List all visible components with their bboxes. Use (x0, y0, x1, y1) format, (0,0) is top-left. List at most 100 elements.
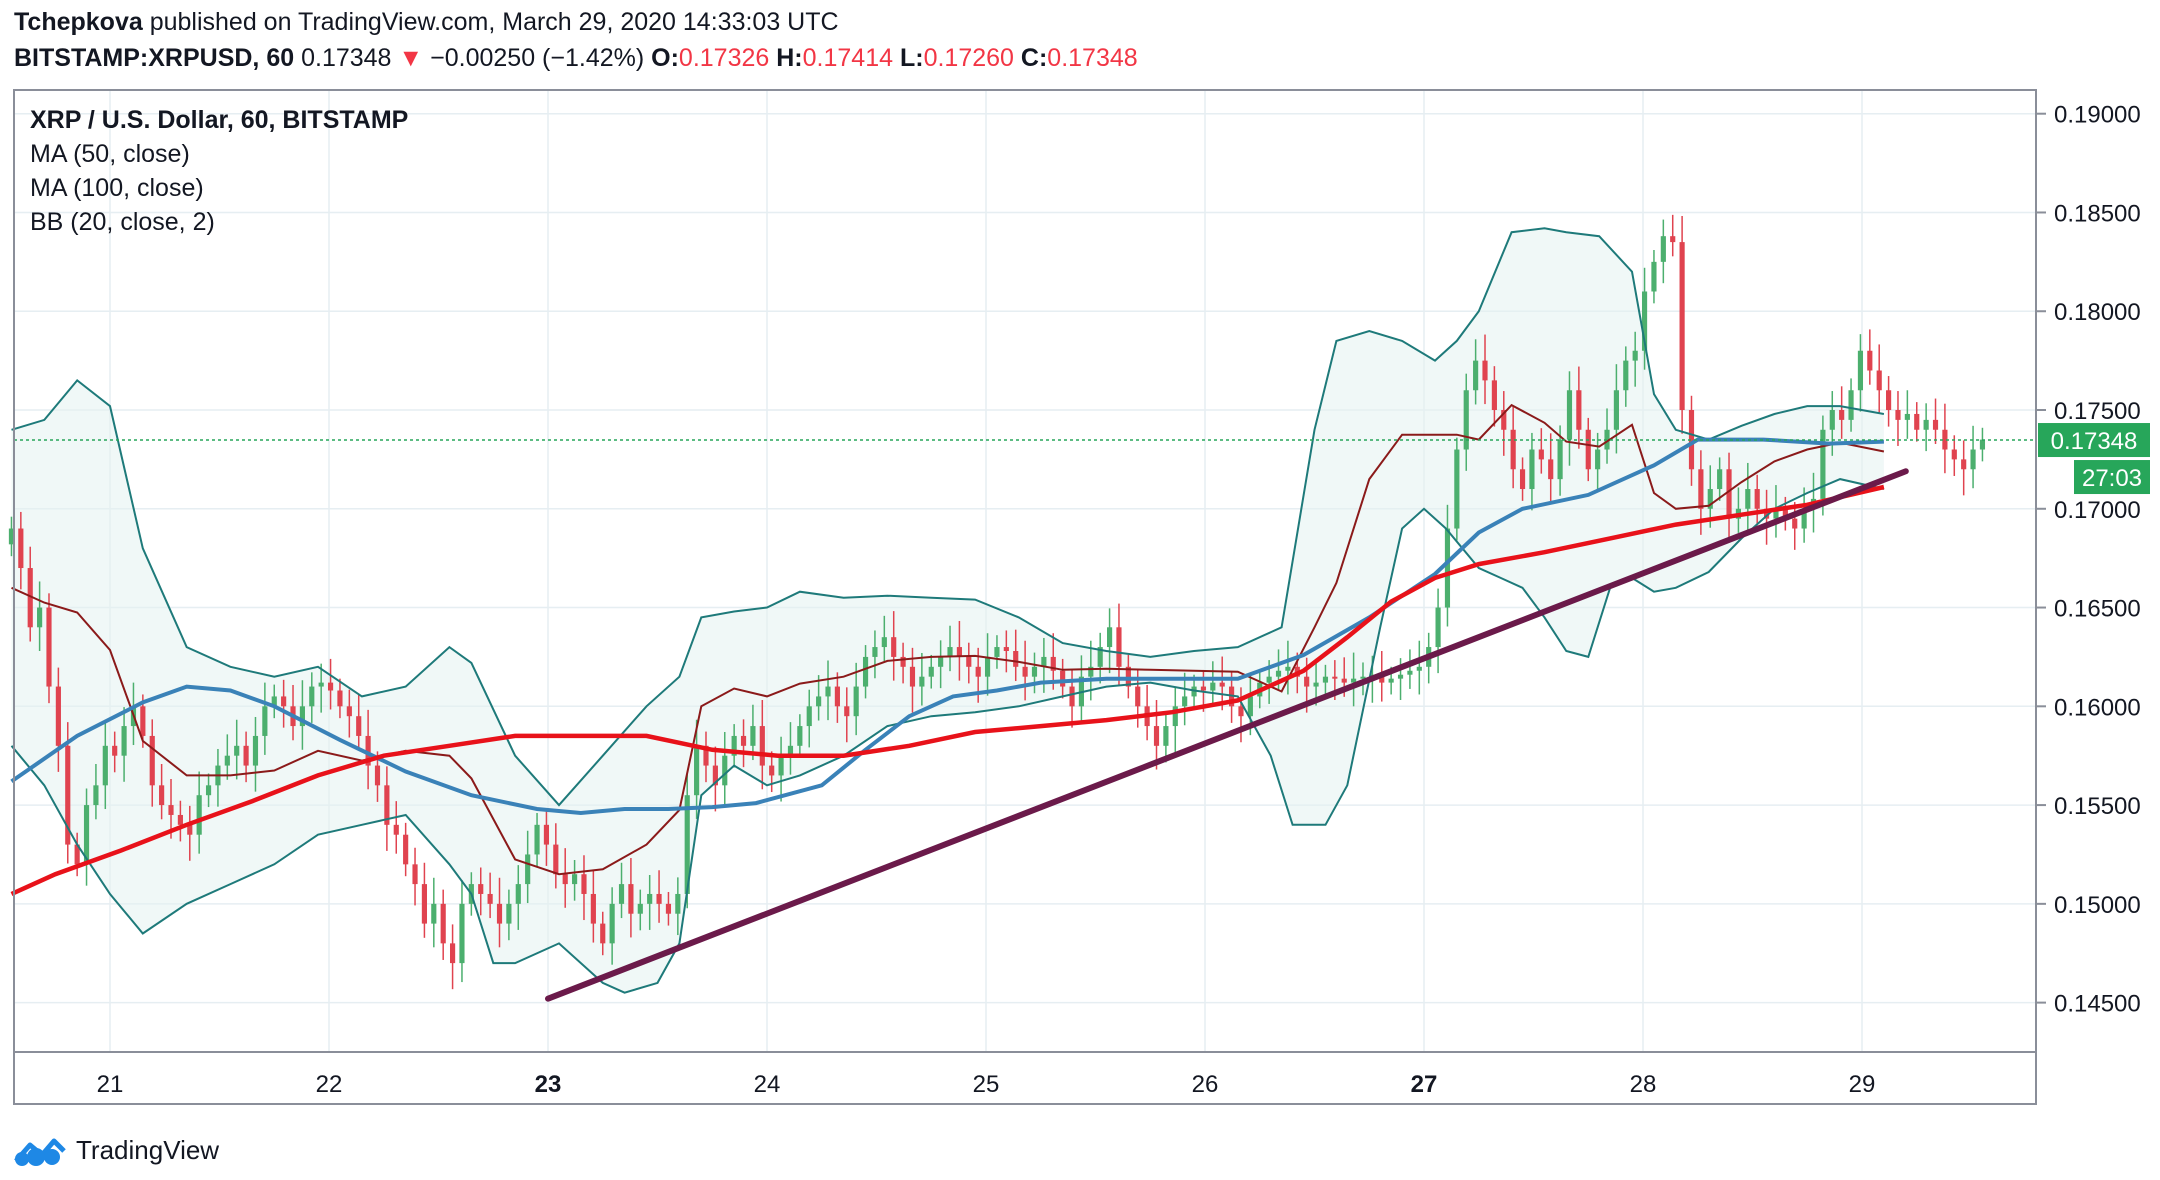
high-label: H: (776, 44, 803, 72)
candle-body (93, 785, 99, 806)
candle-body (403, 834, 409, 865)
candle-body (844, 706, 850, 717)
candle-body (759, 726, 765, 766)
candle-body (534, 824, 540, 855)
last-price-label: 0.17348 (2051, 428, 2138, 455)
candle-body (1848, 390, 1854, 420)
candle-body (1463, 390, 1469, 450)
candle-body (1688, 410, 1695, 470)
candle-body (1566, 390, 1573, 440)
candle-body (703, 745, 709, 766)
author-name[interactable]: Tchepkova (14, 8, 143, 36)
bollinger-area (11, 228, 1884, 993)
candle-body (722, 755, 728, 786)
candle-body (421, 884, 428, 924)
candle-body (1332, 676, 1338, 679)
candle-body (243, 745, 249, 766)
candle-body (1407, 670, 1413, 675)
candle-body (966, 656, 972, 667)
candle-body (1773, 508, 1779, 519)
candle-body (1135, 686, 1141, 707)
candle-body (224, 755, 230, 766)
candle-body (1839, 410, 1845, 420)
candle-body (1069, 686, 1075, 707)
candle-body (1660, 236, 1666, 262)
y-tick-label: 0.16500 (2054, 596, 2141, 623)
candle-body (778, 755, 784, 776)
candle-body (346, 706, 352, 717)
candle-body (1379, 674, 1385, 683)
candle-body (27, 568, 33, 628)
candle-body (299, 706, 305, 727)
candle-body (83, 805, 90, 865)
candle-body (177, 814, 183, 825)
candle-body (1932, 419, 1939, 430)
candle-body (1632, 350, 1638, 361)
candle-body (515, 884, 521, 904)
candle-body (102, 745, 108, 786)
candle-body (365, 735, 371, 766)
candle-body (816, 696, 822, 707)
candle-body (459, 903, 465, 964)
last-price-badge (2038, 423, 2150, 458)
candle-body (637, 903, 643, 914)
symbol-label: BITSTAMP:XRPUSD, 60 (14, 44, 295, 72)
close-label: C: (1020, 44, 1048, 72)
candle-body (1125, 666, 1131, 687)
candle-body (1829, 410, 1835, 430)
candle-body (609, 903, 615, 944)
candle-body (281, 696, 287, 707)
x-tick-label: 28 (1630, 1071, 1657, 1098)
candle-body (581, 874, 587, 894)
candle-body (431, 903, 437, 924)
candle-body (1707, 489, 1713, 509)
chart-grid (14, 90, 2036, 1052)
candle-body (834, 686, 840, 707)
candle-body (769, 765, 775, 776)
candle-body (731, 735, 737, 756)
candle-body (1275, 670, 1282, 677)
candle-body (1857, 350, 1864, 391)
candle-body (18, 528, 24, 569)
candle-body (1360, 676, 1366, 679)
candle-body (487, 893, 493, 904)
candle-body (1416, 666, 1422, 671)
candle-body (262, 706, 268, 736)
candle-body (1031, 666, 1038, 677)
ohlc-line: BITSTAMP:XRPUSD, 60 0.17348 ▼ −0.00250 (… (14, 44, 1138, 73)
candle-body (694, 745, 700, 796)
candle-body (750, 726, 756, 746)
x-tick-label: 27 (1411, 1071, 1438, 1098)
candle-body (665, 903, 672, 914)
x-tick-label: 21 (97, 1071, 124, 1098)
candle-body (1923, 419, 1929, 430)
candle-body (1763, 508, 1770, 519)
open-label: O: (651, 44, 679, 72)
candle-body (787, 745, 794, 756)
candle-body (8, 528, 15, 545)
candle-body (1172, 706, 1178, 727)
candle-body (740, 735, 747, 746)
candle-body (196, 795, 202, 835)
candle-body (891, 637, 897, 657)
tradingview-logo[interactable]: TradingView (12, 1130, 219, 1170)
x-tick-label: 26 (1192, 1071, 1219, 1098)
candle-body (1266, 676, 1272, 683)
ma100-line (10, 484, 1885, 897)
cloud-icon (14, 1138, 66, 1166)
change-value: −0.00250 (−1.42%) (430, 44, 645, 72)
candle-body (1182, 696, 1188, 707)
candle-body (1388, 678, 1394, 683)
legend-ma50: MA (50, close) (30, 140, 190, 168)
candle-body (909, 666, 916, 687)
candle-body (1717, 469, 1723, 490)
candle-body (1491, 380, 1497, 411)
candle-body (1604, 429, 1610, 450)
candle-body (478, 884, 484, 894)
candle-body (234, 745, 240, 756)
candle-body (1698, 469, 1704, 509)
candle-body (1641, 291, 1648, 351)
ma50-line (10, 437, 1884, 816)
candle-body (412, 864, 418, 885)
